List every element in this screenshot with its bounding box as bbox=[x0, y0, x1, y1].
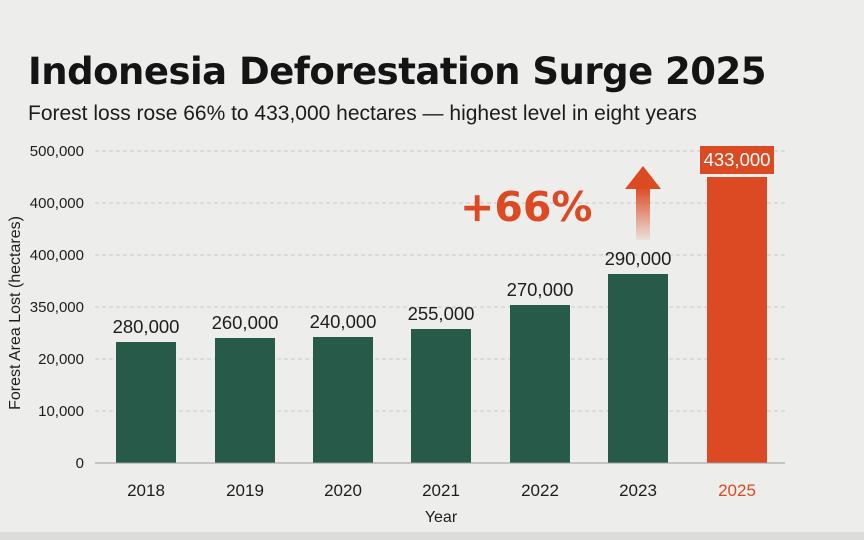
bar-2025 bbox=[707, 177, 767, 463]
y-axis-label: Forest Area Lost (hectares) bbox=[7, 216, 24, 410]
bar-2021 bbox=[411, 329, 471, 463]
x-tick-label-2023: 2023 bbox=[619, 481, 657, 500]
value-label-2023: 290,000 bbox=[605, 248, 672, 269]
data-labels: 280,000 260,000 240,000 255,000 270,000 290,0… bbox=[113, 146, 774, 337]
y-tick-label: 20,000 bbox=[38, 351, 84, 368]
growth-callout: +66% bbox=[460, 183, 593, 231]
x-tick-label-2019: 2019 bbox=[226, 481, 264, 500]
y-tick-label: 350,000 bbox=[30, 299, 84, 316]
bar-2018 bbox=[116, 342, 176, 463]
y-tick-label: 0 bbox=[76, 455, 84, 472]
bar-2022 bbox=[510, 305, 570, 463]
footer-band bbox=[0, 532, 864, 540]
up-arrow-icon bbox=[625, 166, 661, 240]
chart-subtitle: Forest loss rose 66% to 433,000 hectares… bbox=[28, 102, 697, 125]
value-label-2022: 270,000 bbox=[507, 279, 574, 300]
y-tick-label: 400,000 bbox=[30, 195, 84, 212]
value-label-2019: 260,000 bbox=[212, 312, 279, 333]
bars bbox=[116, 177, 767, 463]
y-tick-label: 400,000 bbox=[30, 247, 84, 264]
x-tick-label-2021: 2021 bbox=[422, 481, 460, 500]
y-tick-label: 10,000 bbox=[38, 403, 84, 420]
bar-2020 bbox=[313, 337, 373, 463]
y-axis-ticks: 0 10,000 20,000 350,000 400,000 400,000 500,00… bbox=[30, 143, 84, 472]
x-axis-ticks: 2018 2019 2020 2021 2022 2023 2025 bbox=[127, 481, 756, 500]
bar-2023 bbox=[608, 274, 668, 463]
chart-title: Indonesia Deforestation Surge 2025 bbox=[28, 50, 767, 93]
x-tick-label-2022: 2022 bbox=[521, 481, 559, 500]
x-axis-label: Year bbox=[425, 509, 458, 526]
bar-2019 bbox=[215, 338, 275, 463]
x-tick-label-2025: 2025 bbox=[718, 481, 756, 500]
x-tick-label-2020: 2020 bbox=[324, 481, 362, 500]
x-tick-label-2018: 2018 bbox=[127, 481, 165, 500]
value-label-2021: 255,000 bbox=[408, 303, 475, 324]
y-tick-label: 500,000 bbox=[30, 143, 84, 160]
value-label-2025: 433,000 bbox=[704, 149, 771, 170]
value-label-2018: 280,000 bbox=[113, 316, 180, 337]
value-label-2020: 240,000 bbox=[310, 311, 377, 332]
value-label-box-2025 bbox=[700, 146, 774, 174]
